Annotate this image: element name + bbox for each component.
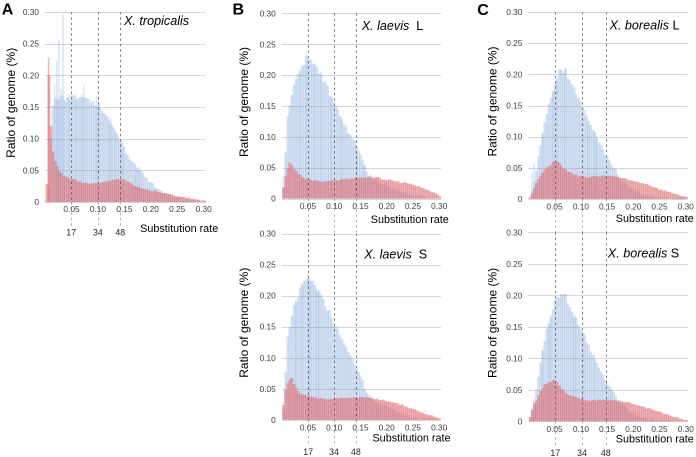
- svg-text:0.10: 0.10: [506, 132, 523, 142]
- svg-text:Ratio of genome (%): Ratio of genome (%): [237, 47, 251, 157]
- svg-text:17: 17: [66, 228, 76, 238]
- svg-text:0.25: 0.25: [260, 39, 277, 49]
- svg-text:0: 0: [34, 197, 39, 207]
- svg-text:34: 34: [577, 448, 587, 457]
- svg-text:0.25: 0.25: [651, 424, 668, 434]
- svg-text:0.15: 0.15: [506, 322, 523, 332]
- svg-text:Substitution rate: Substitution rate: [616, 434, 694, 446]
- svg-text:0.25: 0.25: [169, 204, 186, 214]
- svg-text:0.05: 0.05: [260, 163, 277, 173]
- svg-text:0.30: 0.30: [678, 424, 695, 434]
- svg-text:0.10: 0.10: [260, 353, 277, 363]
- svg-text:0.10: 0.10: [260, 132, 277, 142]
- svg-text:0: 0: [271, 415, 276, 425]
- svg-text:0.20: 0.20: [143, 204, 160, 214]
- svg-text:0.05: 0.05: [547, 424, 564, 434]
- svg-text:0.25: 0.25: [405, 201, 422, 211]
- svg-text:B: B: [233, 2, 245, 19]
- svg-text:0.20: 0.20: [379, 423, 396, 433]
- svg-text:0.05: 0.05: [506, 385, 523, 395]
- svg-text:0.15: 0.15: [506, 101, 523, 111]
- svg-text:X. tropicalis: X. tropicalis: [123, 14, 190, 28]
- svg-text:48: 48: [601, 448, 611, 457]
- svg-text:48: 48: [351, 447, 361, 457]
- svg-text:0.15: 0.15: [260, 322, 277, 332]
- svg-text:34: 34: [329, 447, 339, 457]
- svg-text:0.20: 0.20: [506, 69, 523, 79]
- svg-text:0: 0: [271, 194, 276, 204]
- svg-text:0.20: 0.20: [260, 291, 277, 301]
- svg-text:48: 48: [115, 228, 125, 238]
- svg-text:Substitution rate: Substitution rate: [372, 433, 450, 445]
- svg-text:0: 0: [518, 194, 523, 204]
- svg-text:0.15: 0.15: [23, 102, 40, 112]
- svg-text:Ratio of genome (%): Ratio of genome (%): [486, 46, 500, 156]
- svg-text:0.15: 0.15: [352, 423, 369, 433]
- svg-text:0.30: 0.30: [506, 7, 523, 17]
- svg-text:X. borealis L: X. borealis L: [609, 19, 680, 33]
- svg-text:0.10: 0.10: [506, 353, 523, 363]
- svg-text:0.30: 0.30: [431, 423, 448, 433]
- svg-text:Ratio of genome (%): Ratio of genome (%): [486, 268, 500, 378]
- svg-text:0.05: 0.05: [63, 204, 80, 214]
- svg-text:0.15: 0.15: [352, 201, 369, 211]
- svg-text:0.10: 0.10: [573, 202, 590, 212]
- svg-text:0.30: 0.30: [431, 201, 448, 211]
- svg-text:A: A: [2, 1, 14, 18]
- svg-text:0.15: 0.15: [116, 204, 133, 214]
- svg-text:0.25: 0.25: [506, 38, 523, 48]
- svg-text:0.10: 0.10: [90, 204, 107, 214]
- svg-text:0.05: 0.05: [300, 201, 317, 211]
- svg-text:Ratio of genome (%): Ratio of genome (%): [4, 48, 18, 158]
- svg-text:0.15: 0.15: [599, 424, 616, 434]
- svg-text:0.10: 0.10: [573, 424, 590, 434]
- svg-text:0.20: 0.20: [625, 424, 642, 434]
- svg-text:0.20: 0.20: [379, 201, 396, 211]
- svg-text:0.25: 0.25: [23, 39, 40, 49]
- svg-text:0.25: 0.25: [651, 202, 668, 212]
- svg-text:0.20: 0.20: [23, 70, 40, 80]
- svg-text:Ratio of genome (%): Ratio of genome (%): [237, 268, 251, 378]
- svg-text:0.15: 0.15: [260, 101, 277, 111]
- svg-text:0.20: 0.20: [625, 202, 642, 212]
- svg-text:0.30: 0.30: [23, 7, 40, 17]
- svg-text:Substitution rate: Substitution rate: [371, 214, 449, 226]
- svg-text:17: 17: [303, 447, 313, 457]
- svg-text:17: 17: [550, 448, 560, 457]
- svg-text:0.05: 0.05: [23, 165, 40, 175]
- svg-text:0.15: 0.15: [599, 202, 616, 212]
- svg-text:0.05: 0.05: [506, 163, 523, 173]
- svg-text:Substitution rate: Substitution rate: [616, 213, 694, 225]
- svg-text:X. borealis S: X. borealis S: [607, 246, 679, 260]
- svg-text:0.30: 0.30: [260, 229, 277, 239]
- svg-text:0.25: 0.25: [506, 259, 523, 269]
- svg-text:0.05: 0.05: [260, 384, 277, 394]
- svg-text:34: 34: [93, 228, 103, 238]
- svg-text:0.30: 0.30: [260, 8, 277, 18]
- svg-text:0.05: 0.05: [547, 202, 564, 212]
- svg-text:0.20: 0.20: [260, 70, 277, 80]
- svg-text:0.30: 0.30: [196, 204, 213, 214]
- svg-text:0.05: 0.05: [300, 423, 317, 433]
- svg-text:0.30: 0.30: [506, 228, 523, 238]
- svg-text:0.10: 0.10: [23, 134, 40, 144]
- svg-text:0: 0: [518, 416, 523, 426]
- svg-text:Substitution rate: Substitution rate: [140, 223, 218, 235]
- svg-text:C: C: [477, 2, 489, 19]
- svg-text:0.20: 0.20: [506, 290, 523, 300]
- svg-text:X. laevis L: X. laevis L: [361, 19, 424, 33]
- svg-text:0.10: 0.10: [326, 423, 343, 433]
- svg-text:0.25: 0.25: [260, 260, 277, 270]
- svg-text:0.25: 0.25: [405, 423, 422, 433]
- svg-text:0.10: 0.10: [326, 201, 343, 211]
- svg-text:0.30: 0.30: [678, 202, 695, 212]
- svg-text:X. laevis S: X. laevis S: [363, 247, 427, 261]
